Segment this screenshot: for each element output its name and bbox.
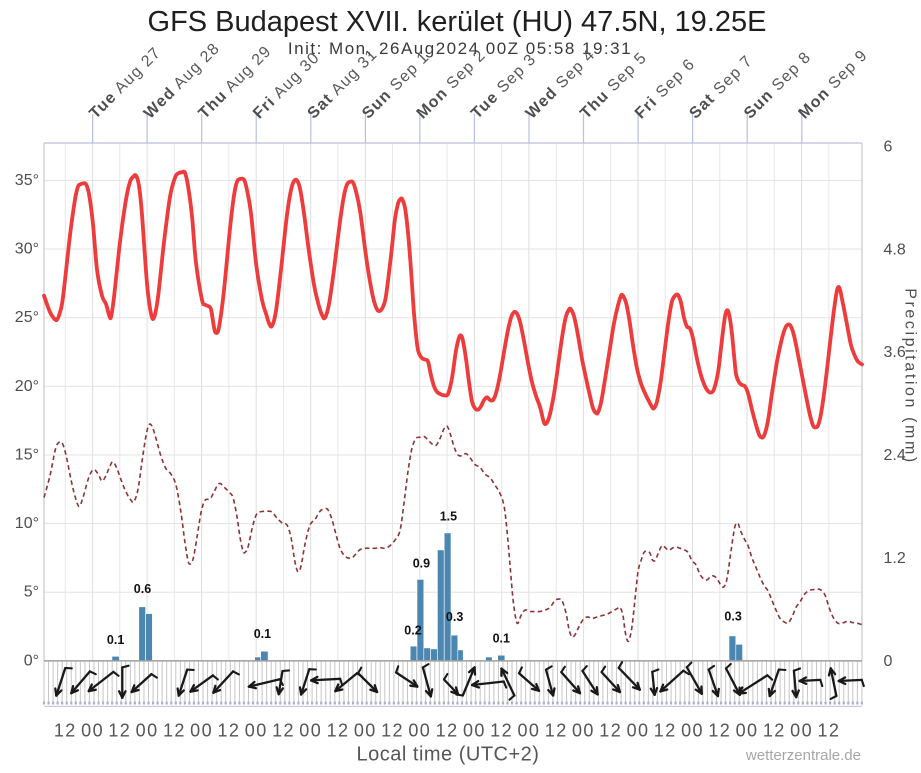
svg-text:25°: 25°: [15, 309, 39, 326]
svg-text:12: 12: [654, 721, 677, 741]
svg-text:12: 12: [108, 721, 131, 741]
svg-text:0.1: 0.1: [107, 633, 124, 647]
svg-text:12: 12: [272, 721, 295, 741]
svg-text:Local time (UTC+2): Local time (UTC+2): [357, 744, 540, 766]
svg-text:12: 12: [163, 721, 186, 741]
svg-text:wetterzentrale.de: wetterzentrale.de: [745, 747, 861, 764]
svg-text:12: 12: [327, 721, 350, 741]
svg-text:12: 12: [381, 721, 404, 741]
svg-text:00: 00: [408, 721, 431, 741]
svg-text:0: 0: [884, 653, 893, 670]
svg-text:0°: 0°: [24, 652, 39, 669]
svg-text:00: 00: [790, 721, 813, 741]
svg-text:12: 12: [54, 721, 77, 741]
svg-text:0.2: 0.2: [404, 624, 421, 638]
svg-text:0.3: 0.3: [724, 610, 741, 624]
svg-text:00: 00: [681, 721, 704, 741]
svg-text:00: 00: [627, 721, 650, 741]
svg-text:0.3: 0.3: [446, 610, 463, 624]
svg-text:12: 12: [817, 721, 840, 741]
svg-text:Precipitation (mm): Precipitation (mm): [902, 288, 919, 465]
svg-text:00: 00: [517, 721, 540, 741]
svg-text:12: 12: [545, 721, 568, 741]
svg-text:00: 00: [463, 721, 486, 741]
svg-text:20°: 20°: [15, 378, 39, 395]
svg-text:0.1: 0.1: [493, 632, 510, 646]
svg-text:15°: 15°: [15, 447, 39, 464]
svg-text:1.2: 1.2: [884, 550, 906, 567]
svg-text:00: 00: [299, 721, 322, 741]
svg-text:00: 00: [81, 721, 104, 741]
svg-text:0.1: 0.1: [254, 627, 271, 641]
svg-text:00: 00: [190, 721, 213, 741]
svg-text:00: 00: [736, 721, 759, 741]
svg-text:00: 00: [136, 721, 159, 741]
svg-text:0.6: 0.6: [134, 582, 151, 596]
svg-text:6: 6: [884, 138, 893, 155]
svg-text:10°: 10°: [15, 515, 39, 532]
svg-text:35°: 35°: [15, 172, 39, 189]
svg-text:00: 00: [245, 721, 268, 741]
svg-text:12: 12: [763, 721, 786, 741]
svg-text:00: 00: [354, 721, 377, 741]
svg-text:4.8: 4.8: [884, 241, 906, 258]
svg-text:GFS Budapest XVII. kerület (HU: GFS Budapest XVII. kerület (HU) 47.5N, 1…: [148, 6, 767, 38]
svg-text:0.9: 0.9: [413, 557, 430, 571]
svg-text:12: 12: [490, 721, 513, 741]
svg-text:12: 12: [217, 721, 240, 741]
svg-text:1.5: 1.5: [440, 510, 457, 524]
svg-text:30°: 30°: [15, 241, 39, 258]
svg-text:12: 12: [708, 721, 731, 741]
svg-text:00: 00: [572, 721, 595, 741]
svg-text:12: 12: [599, 721, 622, 741]
svg-text:5°: 5°: [24, 584, 39, 601]
svg-text:12: 12: [436, 721, 459, 741]
